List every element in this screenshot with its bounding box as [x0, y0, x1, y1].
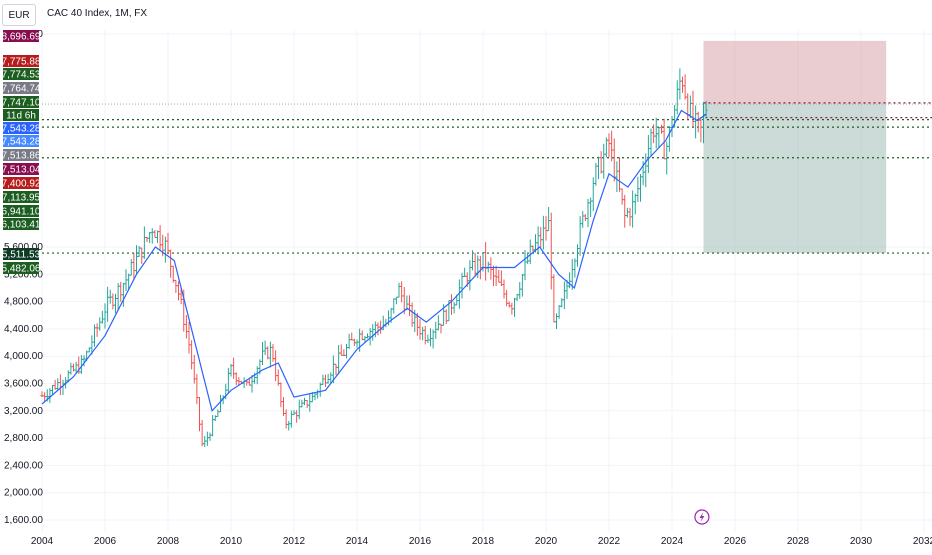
price-badge-0[interactable] — [3, 30, 39, 42]
position-stop-zone[interactable] — [703, 104, 887, 254]
x-tick-label-8: 2020 — [535, 536, 558, 547]
price-badge-5[interactable] — [3, 109, 39, 121]
currency-selector[interactable]: EUR — [2, 4, 36, 26]
price-badge-8[interactable] — [3, 149, 39, 161]
price-badge-3[interactable] — [3, 82, 39, 94]
price-badge-4[interactable] — [3, 96, 39, 108]
price-badge-7[interactable] — [3, 135, 39, 147]
price-badge-label-7: 7,543.28 — [2, 137, 41, 148]
price-badge-label-2: 7,774.53 — [2, 70, 41, 81]
price-badge-14[interactable] — [3, 248, 39, 260]
y-tick-label-1: 2,000.00 — [4, 488, 43, 499]
x-tick-label-10: 2024 — [661, 536, 684, 547]
price-badge-label-3: 7,764.74 — [2, 84, 41, 95]
price-badge-label-4: 7,747.10 — [2, 98, 41, 109]
price-badge-13[interactable] — [3, 218, 39, 230]
x-tick-label-4: 2012 — [283, 536, 306, 547]
price-badge-label-12: 6,941.10 — [2, 207, 41, 218]
price-badge-9[interactable] — [3, 163, 39, 175]
y-tick-label-6: 4,000.00 — [4, 351, 43, 362]
x-tick-label-5: 2014 — [346, 536, 369, 547]
y-tick-label-9: 5,200.00 — [4, 269, 43, 280]
x-tick-label-14: 2032 — [913, 536, 932, 547]
price-badge-label-14: 5,511.53 — [2, 250, 41, 261]
y-tick-label-8: 4,800.00 — [4, 297, 43, 308]
price-badge-label-1: 7,775.88 — [2, 57, 41, 68]
price-badge-label-5: 11d 6h — [6, 111, 36, 122]
price-badge-12[interactable] — [3, 205, 39, 217]
y-tick-label-4: 3,200.00 — [4, 406, 43, 417]
price-badge-label-8: 7,513.86 — [2, 151, 41, 162]
y-tick-label-7: 4,400.00 — [4, 324, 43, 335]
x-tick-label-0: 2004 — [31, 536, 54, 547]
price-badge-label-9: 7,513.04 — [2, 165, 41, 176]
price-badge-10[interactable] — [3, 177, 39, 189]
x-tick-label-1: 2006 — [94, 536, 117, 547]
price-badge-2[interactable] — [3, 68, 39, 80]
x-tick-label-13: 2030 — [850, 536, 873, 547]
price-badge-label-11: 7,113.95 — [2, 193, 41, 204]
chart-title: CAC 40 Index, 1M, FX — [47, 8, 148, 19]
price-badge-6[interactable] — [3, 122, 39, 134]
y-tick-label-0: 1,600.00 — [4, 515, 43, 526]
x-tick-label-12: 2028 — [787, 536, 810, 547]
x-tick-label-9: 2022 — [598, 536, 621, 547]
price-badge-1[interactable] — [3, 55, 39, 67]
y-tick-label-5: 3,600.00 — [4, 379, 43, 390]
lightning-watermark-icon — [694, 509, 710, 525]
x-tick-label-3: 2010 — [220, 536, 243, 547]
y-tick-label-10: 5,600.00 — [4, 242, 43, 253]
x-tick-label-2: 2008 — [157, 536, 180, 547]
price-badge-label-0: 8,696.69 — [2, 32, 41, 43]
y-tick-label-2: 2,400.00 — [4, 460, 43, 471]
price-badge-label-13: 6,103.41 — [2, 220, 41, 231]
x-tick-label-7: 2018 — [472, 536, 495, 547]
position-target-zone[interactable] — [703, 40, 887, 105]
price-badge-label-6: 7,543.28 — [2, 124, 41, 135]
moving-average-line — [41, 109, 707, 413]
x-tick-label-6: 2016 — [409, 536, 432, 547]
price-badge-label-10: 7,400.92 — [2, 179, 41, 190]
lightning-bolt-glyph — [699, 512, 705, 522]
price-badge-label-15: 5,482.06 — [2, 264, 41, 275]
price-badge-11[interactable] — [3, 191, 39, 203]
x-tick-label-11: 2026 — [724, 536, 747, 547]
price-badge-15[interactable] — [3, 262, 39, 274]
y-tick-label-3: 2,800.00 — [4, 433, 43, 444]
